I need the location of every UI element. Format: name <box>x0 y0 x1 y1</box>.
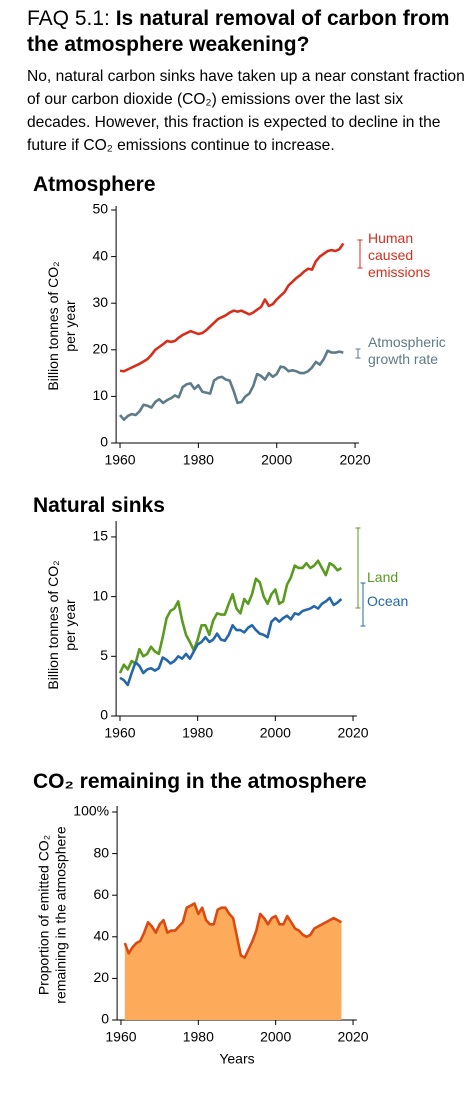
y-tick-label: 10 <box>93 587 109 603</box>
y-tick-label: 0 <box>100 707 108 723</box>
x-axis-label: Years <box>219 1051 254 1067</box>
faq-description: No, natural carbon sinks have taken up a… <box>27 68 465 154</box>
legend-label: Ocean <box>367 593 409 609</box>
chart-title: Atmosphere <box>33 173 156 196</box>
y-tick-label: 40 <box>93 247 109 263</box>
chart-title: Natural sinks <box>33 494 165 517</box>
chart-title: CO₂ remaining in the atmosphere <box>33 770 367 793</box>
data-area <box>124 903 342 1020</box>
y-tick-label: 10 <box>93 387 109 403</box>
x-tick-label: 1980 <box>183 1029 214 1045</box>
legend-label: Human caused emissions <box>368 230 431 280</box>
y-axis-label: Proportion of emitted CO₂ remaining in t… <box>35 826 68 1004</box>
data-line <box>119 242 345 373</box>
legend-label: Land <box>367 569 399 585</box>
x-tick-label: 1980 <box>183 452 214 468</box>
y-tick-label: 80 <box>94 844 110 860</box>
y-axis-label: Billion tonnes of CO₂ per year <box>45 560 78 690</box>
faq-question: Is natural removal of carbon from the at… <box>27 7 450 56</box>
data-line <box>119 349 344 421</box>
x-tick-label: 1960 <box>105 1029 136 1045</box>
y-tick-label: 60 <box>94 886 110 902</box>
y-tick-label: 30 <box>93 294 109 310</box>
y-tick-label: 20 <box>93 341 109 357</box>
data-line <box>123 902 343 959</box>
x-tick-label: 2020 <box>340 452 371 468</box>
x-tick-label: 1980 <box>182 725 213 741</box>
y-tick-label: 15 <box>93 528 109 544</box>
data-line <box>118 559 343 674</box>
x-tick-label: 1960 <box>104 725 135 741</box>
x-tick-label: 1960 <box>104 452 135 468</box>
y-tick-label: 50 <box>93 201 109 217</box>
legend-label: Atmospheric growth rate <box>368 334 446 367</box>
x-tick-label: 2000 <box>260 725 291 741</box>
x-tick-label: 2020 <box>337 1029 368 1045</box>
y-tick-label: 0 <box>101 1011 109 1027</box>
y-tick-label: 20 <box>94 969 110 985</box>
x-tick-label: 2000 <box>260 1029 291 1045</box>
data-line <box>119 596 343 687</box>
faq-title: FAQ 5.1: Is natural removal of carbon fr… <box>27 6 467 58</box>
y-tick-label: 100% <box>73 803 109 819</box>
x-tick-label: 2020 <box>337 725 368 741</box>
y-tick-label: 40 <box>94 928 110 944</box>
y-axis-label: Billion tonnes of CO₂ per year <box>45 261 78 391</box>
faq-label: FAQ 5.1: <box>27 7 110 30</box>
x-tick-label: 2000 <box>261 452 292 468</box>
y-tick-label: 5 <box>100 647 108 663</box>
y-tick-label: 0 <box>100 434 108 450</box>
